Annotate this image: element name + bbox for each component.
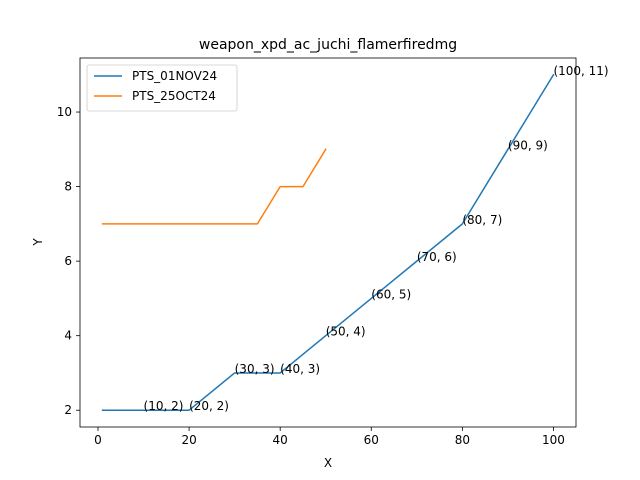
y-tick-label-4: 8 xyxy=(64,180,72,194)
data-label-6: (60, 5) xyxy=(371,287,411,301)
series-line-1 xyxy=(101,73,555,411)
data-label-9: (90, 9) xyxy=(508,138,548,152)
legend-label-2: PTS_25OCT24 xyxy=(132,89,216,103)
x-tick-label-1: 0 xyxy=(94,433,102,447)
data-label-2: (20, 2) xyxy=(189,399,229,413)
y-tick-label-2: 4 xyxy=(64,329,72,343)
y-tick-label-5: 10 xyxy=(57,105,72,119)
data-label-10: (100, 11) xyxy=(553,64,608,78)
axes-frame xyxy=(79,57,577,428)
x-axis-label: X xyxy=(324,456,332,470)
x-tick-label-6: 100 xyxy=(542,433,565,447)
y-tick-label-1: 2 xyxy=(64,403,72,417)
plot-area: (10, 2) (20, 2) (30, 3) (40, 3) (50, 4) (60, … xyxy=(57,57,609,447)
data-label-1: (10, 2) xyxy=(144,399,184,413)
x-tick-label-2: 20 xyxy=(181,433,196,447)
chart-title: weapon_xpd_ac_juchi_flamerfiredmg xyxy=(199,37,457,53)
legend-box xyxy=(86,64,238,112)
x-tick-label-5: 80 xyxy=(455,433,470,447)
legend: PTS_01NOV24 PTS_25OCT24 xyxy=(86,64,238,112)
y-tick-label-3: 6 xyxy=(64,254,72,268)
data-label-8: (80, 7) xyxy=(462,213,502,227)
data-label-5: (50, 4) xyxy=(326,325,366,339)
data-label-3: (30, 3) xyxy=(235,362,275,376)
data-label-7: (70, 6) xyxy=(417,250,457,264)
legend-label-1: PTS_01NOV24 xyxy=(132,69,217,83)
x-tick-label-3: 40 xyxy=(273,433,288,447)
y-axis-label: Y xyxy=(31,238,45,247)
x-tick-label-4: 60 xyxy=(364,433,379,447)
data-label-4: (40, 3) xyxy=(280,362,320,376)
series-line-2 xyxy=(101,148,327,225)
